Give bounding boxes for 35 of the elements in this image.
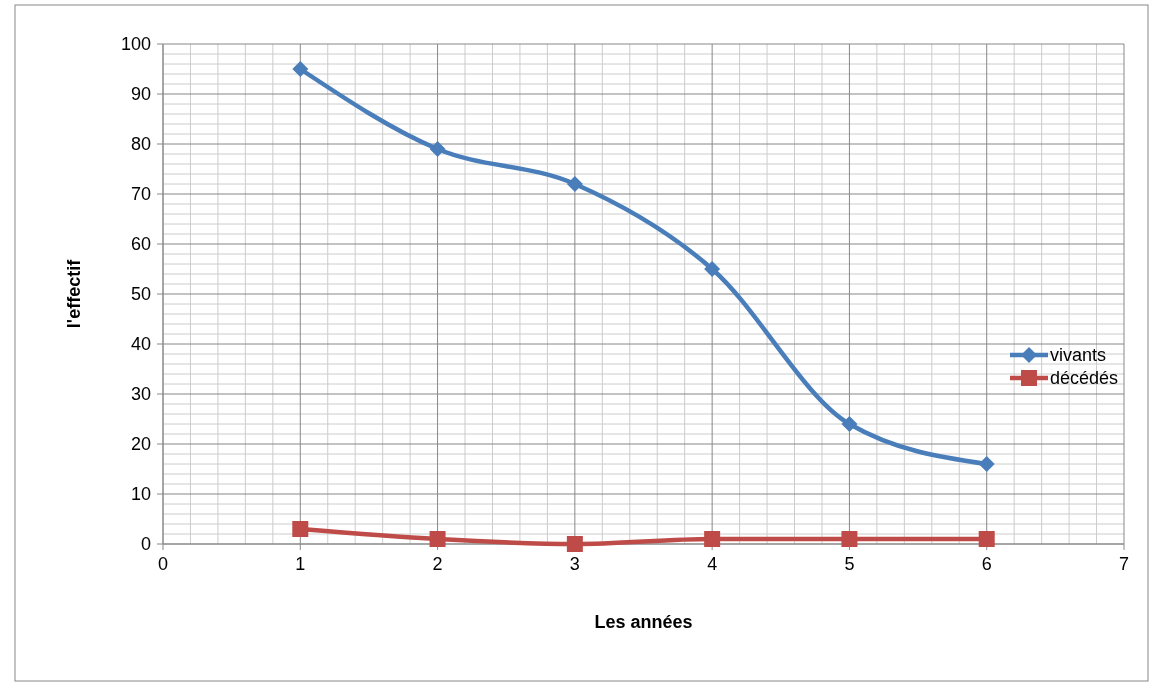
y-tick-label: 40 <box>130 334 151 354</box>
point <box>429 141 446 157</box>
y-tick-label: 50 <box>130 284 151 304</box>
x-tick-label: 2 <box>432 554 443 574</box>
x-tick-label: 0 <box>157 554 169 574</box>
point <box>978 531 995 547</box>
y-tick-label: 100 <box>120 34 151 54</box>
y-axis-title: l'effectif <box>64 258 84 329</box>
point <box>841 416 858 432</box>
y-tick-label: 0 <box>140 534 151 554</box>
point <box>566 176 583 192</box>
y-tick-label: 60 <box>130 234 151 254</box>
point <box>978 456 995 472</box>
x-tick-label: 6 <box>981 554 992 574</box>
point <box>292 61 309 77</box>
y-tick-label: 20 <box>130 434 151 454</box>
point <box>292 521 309 537</box>
x-axis-title: Les années <box>594 612 693 632</box>
x-tick-label: 1 <box>295 554 306 574</box>
legend-label: vivants <box>1050 345 1107 365</box>
y-tick-label: 80 <box>130 134 151 154</box>
x-tick-label: 7 <box>1118 554 1130 574</box>
point <box>704 531 721 547</box>
y-tick-label: 90 <box>130 84 151 104</box>
point <box>566 536 583 552</box>
point <box>704 261 721 277</box>
legend-label: décédés <box>1050 368 1119 388</box>
x-tick-label: 5 <box>844 554 855 574</box>
y-tick-label: 10 <box>130 484 151 504</box>
point <box>429 531 446 547</box>
y-tick-label: 70 <box>130 184 151 204</box>
x-tick-label: 3 <box>569 554 580 574</box>
x-tick-label: 4 <box>707 554 718 574</box>
y-tick-label: 30 <box>130 384 151 404</box>
point <box>841 531 858 547</box>
